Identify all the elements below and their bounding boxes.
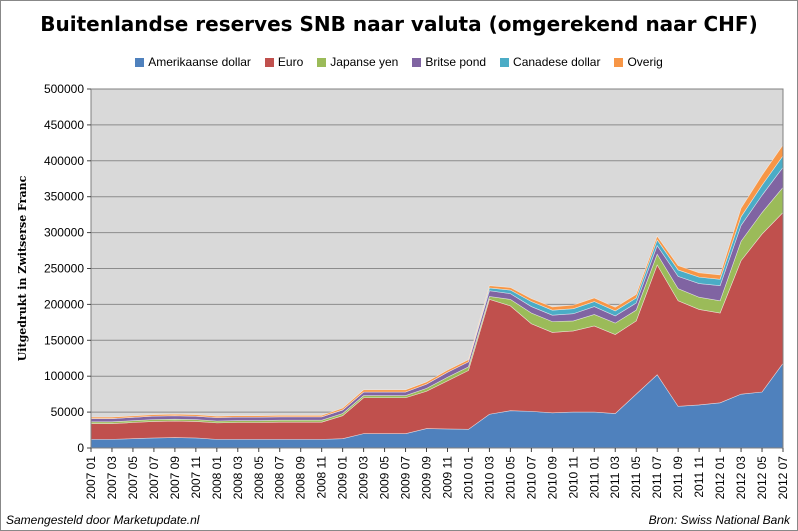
legend-item-canadese-dollar: Canadese dollar [500,55,600,69]
y-tick-label: 0 [77,441,84,455]
y-tick-label: 250000 [44,262,84,276]
x-tick-label: 2008 01 [210,456,224,500]
legend-label: Britse pond [425,55,487,69]
legend-label: Japanse yen [330,55,399,69]
x-tick-label: 2009 03 [357,456,371,500]
x-tick-label: 2012 07 [776,456,790,500]
x-tick-label: 2010 03 [482,456,496,500]
y-tick-label: 100000 [44,369,84,383]
legend-item-japanse-yen: Japanse yen [317,55,398,69]
x-tick-label: 2008 03 [231,456,245,500]
x-tick-label: 2009 05 [378,456,392,500]
x-tick-label: 2009 11 [440,456,454,499]
y-tick-label: 150000 [44,333,84,347]
x-tick-label: 2011 01 [587,456,601,499]
legend: Amerikaanse dollar Euro Japanse yen Britse … [0,55,798,69]
x-tick-label: 2009 07 [399,456,413,500]
y-tick-label: 350000 [44,190,84,204]
x-tick-label: 2010 01 [461,456,475,500]
footer-credit: Samengesteld door Marketupdate.nl [6,513,200,527]
x-tick-label: 2008 09 [294,456,308,500]
x-tick-label: 2007 01 [84,456,98,500]
legend-swatch [412,57,422,67]
footer-source: Bron: Swiss National Bank [648,513,790,527]
legend-label: Canadese dollar [513,55,601,69]
legend-item-britse-pond: Britse pond [412,55,486,69]
x-tick-label: 2007 03 [105,456,119,500]
y-tick-label: 200000 [44,297,84,311]
y-axis-title: Uitgedrukt in Zwitserse Franc [16,175,29,361]
legend-swatch [264,57,274,67]
legend-swatch [614,57,624,67]
legend-swatch [500,57,510,67]
legend-item-amerikaanse-dollar: Amerikaanse dollar [135,55,251,69]
x-tick-label: 2011 03 [608,456,622,499]
x-tick-label: 2007 09 [168,456,182,500]
x-tick-label: 2011 07 [650,456,664,499]
y-tick-label: 450000 [44,118,84,132]
x-tick-label: 2008 07 [273,456,287,500]
y-tick-label: 400000 [44,154,84,168]
x-tick-label: 2012 03 [734,456,748,500]
y-tick-label: 500000 [44,82,84,96]
x-tick-label: 2010 07 [524,456,538,500]
x-tick-label: 2008 11 [315,456,329,499]
x-tick-label: 2010 09 [545,456,559,500]
x-tick-label: 2007 07 [147,456,161,500]
chart-title: Buitenlandse reserves SNB naar valuta (o… [40,12,758,36]
x-tick-label: 2011 05 [629,456,643,499]
x-tick-label: 2007 11 [189,456,203,499]
legend-item-euro: Euro [264,55,304,69]
legend-label: Overig [627,55,663,69]
x-tick-label: 2010 05 [503,456,517,500]
y-tick-label: 300000 [44,226,84,240]
y-tick-label: 50000 [51,405,85,419]
x-tick-label: 2012 05 [755,456,769,500]
legend-label: Amerikaanse dollar [148,55,251,69]
legend-label: Euro [277,55,304,69]
x-tick-label: 2011 09 [671,456,685,499]
legend-swatch [317,57,327,67]
x-tick-label: 2011 11 [692,456,706,498]
x-tick-label: 2012 01 [713,456,727,500]
x-tick-label: 2010 11 [566,456,580,499]
x-tick-label: 2007 05 [126,456,140,500]
x-tick-label: 2009 09 [420,456,434,500]
legend-swatch [135,57,145,67]
x-tick-label: 2009 01 [336,456,350,500]
legend-item-overig: Overig [614,55,663,69]
x-tick-label: 2008 05 [252,456,266,500]
